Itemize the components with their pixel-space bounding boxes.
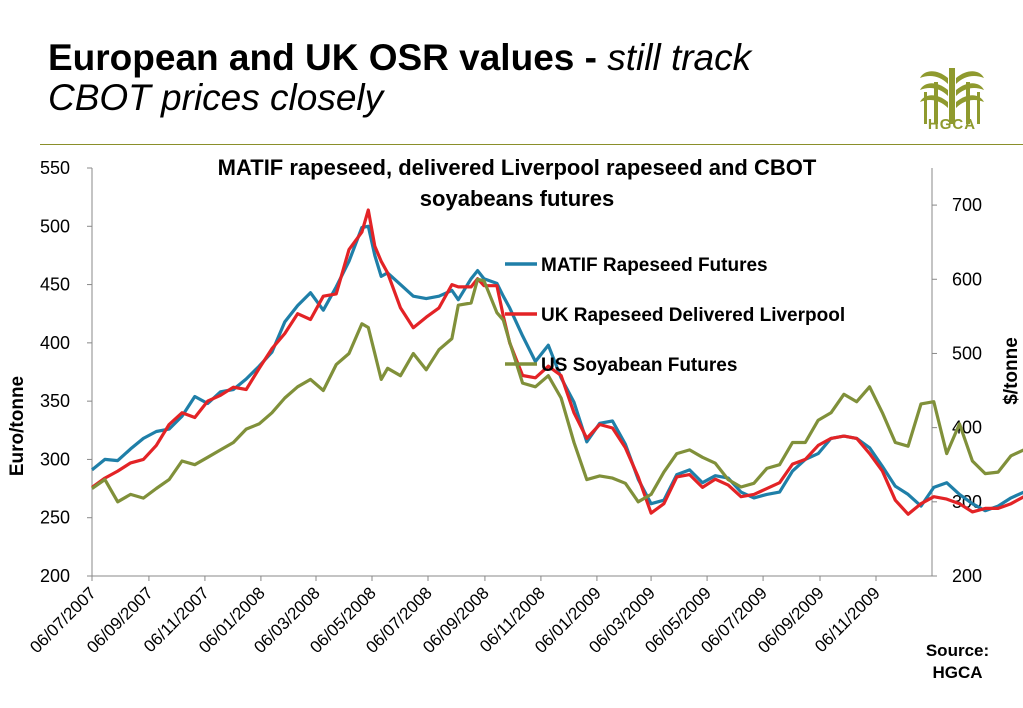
- y-right-tick-label: 700: [952, 195, 982, 215]
- price-chart: MATIF rapeseed, delivered Liverpool rape…: [7, 155, 1023, 657]
- y-left-tick-label: 250: [40, 508, 70, 528]
- hgca-logo-text: HGCA: [927, 116, 977, 133]
- y-left-tick-label: 350: [40, 391, 70, 411]
- y-left-tick-label: 400: [40, 333, 70, 353]
- y-left-tick-label: 550: [40, 158, 70, 178]
- series-lines: [90, 208, 1023, 516]
- slide-title: European and UK OSR values - still track…: [48, 38, 908, 118]
- source-label: Source:: [925, 641, 990, 660]
- chart-title-line-1: MATIF rapeseed, delivered Liverpool rape…: [218, 155, 817, 180]
- y-right-tick-label: 200: [952, 566, 982, 586]
- y-axis-right-label: $/tonne: [1001, 337, 1022, 405]
- y-left-tick-label: 500: [40, 216, 70, 236]
- title-divider: [40, 144, 1023, 145]
- y-axis-left-label: Euro/tonne: [7, 376, 28, 476]
- slide-title-italic-1: still track: [607, 37, 752, 78]
- source-note: Source: HGCA: [900, 640, 1015, 684]
- slide-title-bold: European and UK OSR values -: [48, 37, 608, 78]
- y-right-tick-label: 600: [952, 269, 982, 289]
- y-right-tick-label: 300: [952, 492, 982, 512]
- series-line-uk: [91, 208, 1023, 516]
- y-left-tick-label: 300: [40, 449, 70, 469]
- hgca-wheat-logo-icon: [920, 68, 984, 124]
- x-axis-ticks: 06/07/200706/09/200706/11/200706/01/2008…: [26, 576, 884, 657]
- chart-title-line-2: soyabeans futures: [420, 186, 614, 211]
- legend-label-us: US Soyabean Futures: [541, 355, 737, 376]
- y-right-tick-label: 500: [952, 343, 982, 363]
- y-left-tick-label: 450: [40, 275, 70, 295]
- source-value: HGCA: [932, 663, 983, 682]
- legend-label-uk: UK Rapeseed Delivered Liverpool: [541, 305, 845, 326]
- chart-axes: [91, 168, 933, 577]
- y-left-tick-label: 200: [40, 566, 70, 586]
- chart-legend: MATIF Rapeseed Futures UK Rapeseed Delive…: [505, 255, 845, 376]
- series-line-us: [91, 277, 1023, 504]
- slide-title-italic-2: CBOT prices closely: [48, 77, 384, 118]
- y-axis-left-ticks: 200 250 300 350 400 450 500 550: [40, 158, 92, 586]
- legend-label-matif: MATIF Rapeseed Futures: [541, 255, 768, 276]
